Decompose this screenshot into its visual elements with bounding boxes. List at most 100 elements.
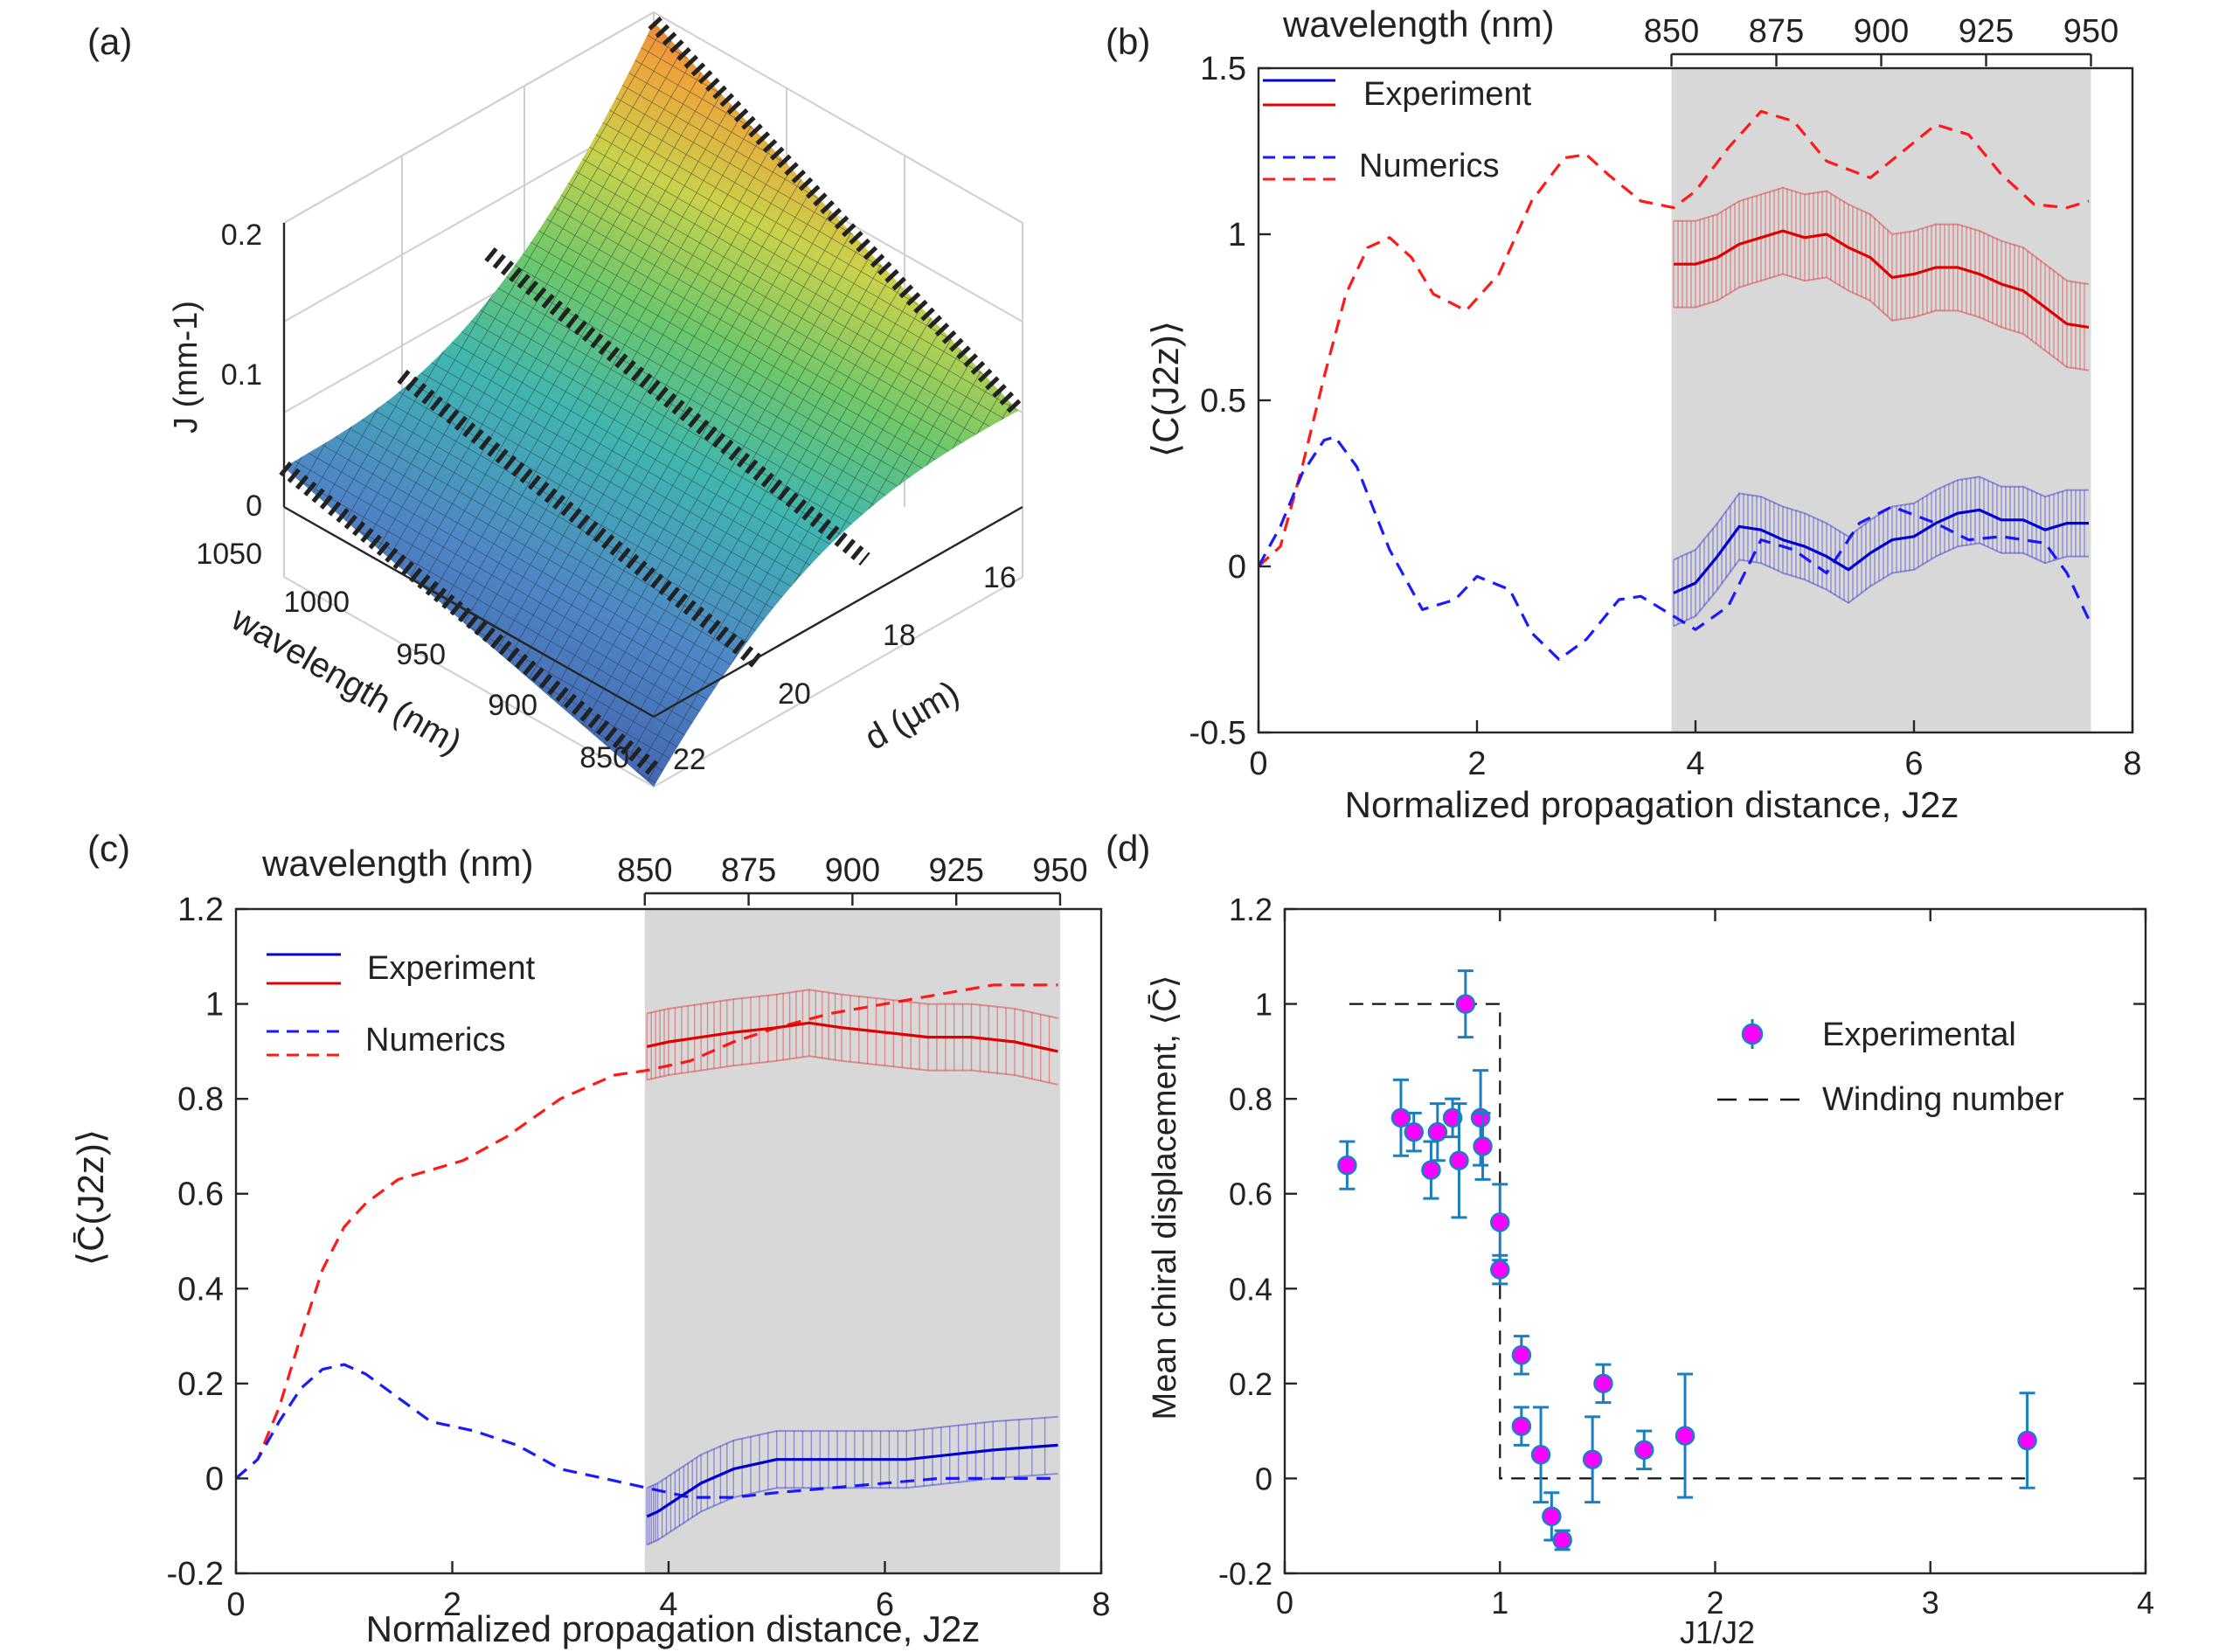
- d-ytick-label: 0.6: [1229, 1177, 1272, 1212]
- panel-d: (d) 0 1 2 3 4-0.200.20.40.60.811.2 J1/J2 Mea…: [1106, 828, 2154, 1650]
- b-ytick-label: 0.5: [1200, 383, 1246, 420]
- b-xtick-label: 8: [2123, 746, 2141, 782]
- b-xtick-label: 6: [1904, 746, 1923, 782]
- c-legend-numerics: Numerics: [365, 1022, 505, 1059]
- a-axis-d: [653, 505, 1023, 718]
- c-ytick-label: 1: [205, 987, 224, 1024]
- b-series-3-err-lower: [1673, 542, 2089, 628]
- a-d-label: d (µm): [858, 674, 966, 758]
- b-ytick-label: 1: [1228, 217, 1246, 253]
- d-data-point: [1427, 1121, 1448, 1142]
- c-top-axis-label: wavelength (nm): [261, 843, 533, 884]
- b-ylabel: ⟨C(J2z)⟩: [1145, 321, 1186, 457]
- b-legend-experiment: Experiment: [1363, 76, 1532, 113]
- d-ylabel: Mean chiral displacement, ⟨C̄⟩: [1147, 975, 1183, 1419]
- d-data-point: [1582, 1449, 1603, 1469]
- d-ytick-label: 1: [1255, 987, 1272, 1023]
- c-ytick-label: 0.8: [177, 1081, 224, 1118]
- a-dtick-16: 16: [983, 561, 1016, 594]
- d-data-point: [1490, 1212, 1510, 1232]
- c-top-tick-label: 950: [1032, 852, 1087, 889]
- a-wltick-900: 900: [488, 689, 537, 722]
- d-data-point: [1490, 1260, 1510, 1280]
- c-ytick-label: 0.6: [177, 1177, 224, 1213]
- a-zlabel: J (mm-1): [168, 301, 205, 434]
- d-data-point: [1473, 1136, 1493, 1156]
- c-top-tick-label: 875: [721, 852, 776, 889]
- b-xtick-label: 0: [1249, 746, 1267, 782]
- d-xtick-label: 1: [1491, 1585, 1508, 1621]
- d-ytick-label: 1.2: [1229, 892, 1272, 927]
- b-shaded-region: [1671, 68, 2091, 732]
- c-series-3-err-upper: [646, 1415, 1058, 1489]
- d-ytick-label: 0.8: [1229, 1081, 1272, 1117]
- d-data-point: [1442, 1107, 1463, 1128]
- c-shaded-region: [644, 909, 1060, 1573]
- c-top-tick-label: 925: [928, 852, 983, 889]
- b-ytick-label: -0.5: [1189, 715, 1246, 752]
- a-wavelength-label: wavelength (nm): [225, 599, 468, 761]
- c-xtick-label: 4: [659, 1586, 677, 1623]
- d-data-point: [1511, 1345, 1532, 1365]
- c-series-2-err-upper: [647, 989, 1058, 1019]
- d-ytick-label: 0.2: [1229, 1366, 1272, 1402]
- c-ytick-label: -0.2: [167, 1556, 224, 1593]
- d-data-point: [1390, 1107, 1411, 1128]
- d-data-point: [1530, 1445, 1551, 1465]
- b-top-tick-label: 950: [2063, 13, 2118, 50]
- c-series-0: [234, 983, 1058, 1480]
- d-winding-number-line: [1349, 1003, 2028, 1480]
- c-xtick-label: 2: [443, 1586, 461, 1623]
- c-ytick-label: 0.4: [177, 1271, 224, 1308]
- a-marker-row-1050: [648, 16, 1024, 417]
- b-top-tick-label: 925: [1959, 13, 2014, 50]
- panel-d-label: (d): [1106, 828, 1150, 869]
- c-xtick-label: 6: [876, 1586, 894, 1623]
- d-axes-box: [1283, 907, 2147, 1575]
- b-top-tick-label: 875: [1749, 13, 1804, 50]
- b-ytick-label: 0: [1228, 549, 1246, 586]
- c-top-tick-label: 850: [617, 852, 672, 889]
- c-xlabel: Normalized propagation distance, J2z: [366, 1608, 981, 1649]
- a-axis-wavelength: [283, 505, 655, 718]
- c-ylabel: ⟨C̄(J2z)⟩: [70, 1129, 111, 1266]
- b-xtick-label: 4: [1686, 746, 1704, 782]
- a-ztick-2: 0.2: [221, 219, 262, 252]
- b-top-tick-label: 850: [1644, 13, 1699, 50]
- d-ytick-label: 0.4: [1229, 1271, 1272, 1307]
- b-series-2-err-lower: [1674, 273, 2090, 371]
- d-legend: Experimental Winding number: [1717, 1017, 2064, 1118]
- d-plot-area: 0 1 2 3 4-0.200.20.40.60.811.2: [1218, 892, 2154, 1621]
- c-xtick-label: 8: [1092, 1586, 1110, 1623]
- b-series-3-err-upper: [1673, 475, 2089, 561]
- c-ytick-label: 1.2: [177, 892, 224, 928]
- panel-c: (c) wavelength (nm) 0 2 4 6 8-0.200.20.40.60…: [70, 828, 1111, 1649]
- d-data-point: [1633, 1440, 1654, 1461]
- a-wltick-1000: 1000: [283, 586, 350, 619]
- panel-a: (a): [87, 10, 1024, 788]
- b-series-3: [1673, 508, 2089, 594]
- b-ytick-label: 1.5: [1200, 51, 1246, 87]
- d-data-point: [1421, 1160, 1441, 1180]
- d-data-point: [2017, 1430, 2037, 1451]
- a-wltick-850: 850: [579, 741, 629, 774]
- a-dtick-20: 20: [778, 677, 811, 711]
- d-legend-experimental: Experimental: [1822, 1017, 2016, 1053]
- d-data-point: [1511, 1416, 1532, 1436]
- d-data-point: [1593, 1373, 1613, 1394]
- c-series-2-err-lower: [647, 1055, 1058, 1086]
- d-xlabel: J1/J2: [1680, 1614, 1755, 1650]
- c-legend: Experiment Numerics: [267, 950, 536, 1059]
- panel-a-label: (a): [87, 21, 132, 62]
- d-xtick-label: 4: [2137, 1585, 2154, 1621]
- c-xtick-label: 0: [226, 1586, 245, 1623]
- d-data-point: [1552, 1530, 1572, 1551]
- panel-b: (b) wavelength (nm) 0 2 4 6 8-0.500.511.5850…: [1106, 3, 2142, 825]
- a-ztick-0: 0: [246, 489, 262, 523]
- d-ytick-label: 0: [1255, 1461, 1272, 1496]
- b-top-tick-label: 900: [1854, 13, 1909, 50]
- c-ytick-label: 0: [205, 1461, 224, 1497]
